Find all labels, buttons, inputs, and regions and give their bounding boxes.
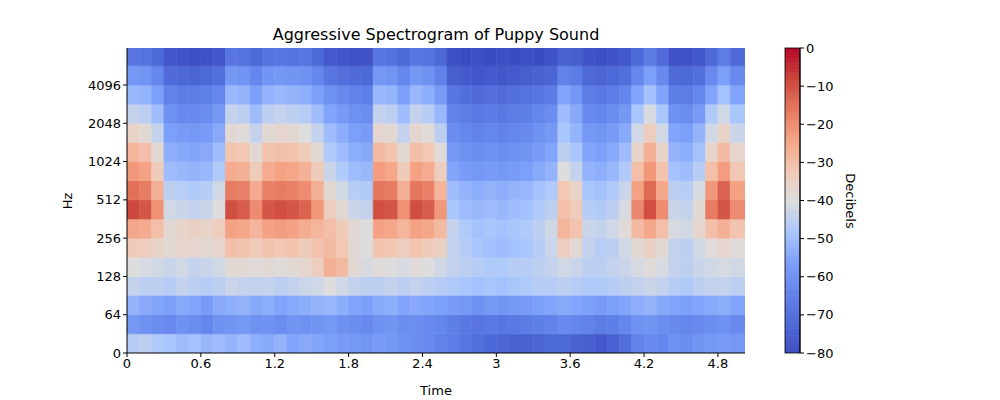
svg-text:−40: −40 (806, 193, 833, 208)
svg-text:3: 3 (492, 356, 500, 371)
svg-text:2.4: 2.4 (412, 356, 433, 371)
svg-text:Aggressive Spectrogram of Pupp: Aggressive Spectrogram of Puppy Sound (273, 25, 600, 44)
svg-text:512: 512 (96, 192, 121, 207)
svg-text:−20: −20 (806, 117, 833, 132)
svg-text:2048: 2048 (88, 116, 121, 131)
svg-text:0.6: 0.6 (191, 356, 212, 371)
svg-text:4096: 4096 (88, 78, 121, 93)
svg-text:−30: −30 (806, 155, 833, 170)
svg-text:−50: −50 (806, 231, 833, 246)
svg-text:−10: −10 (806, 79, 833, 94)
svg-text:1.2: 1.2 (264, 356, 285, 371)
svg-text:−60: −60 (806, 269, 833, 284)
svg-text:0: 0 (123, 356, 131, 371)
svg-text:Decibels: Decibels (843, 173, 858, 229)
svg-text:Hz: Hz (60, 193, 75, 210)
svg-text:3.6: 3.6 (560, 356, 581, 371)
svg-text:−70: −70 (806, 307, 833, 322)
svg-text:4.2: 4.2 (634, 356, 655, 371)
svg-text:−80: −80 (806, 346, 833, 361)
svg-text:64: 64 (104, 307, 121, 322)
svg-text:Time: Time (419, 383, 452, 398)
svg-text:256: 256 (96, 231, 121, 246)
svg-text:0: 0 (113, 346, 121, 361)
svg-text:1.8: 1.8 (338, 356, 359, 371)
svg-text:0: 0 (806, 41, 814, 56)
svg-text:1024: 1024 (88, 154, 121, 169)
svg-text:4.8: 4.8 (708, 356, 729, 371)
svg-text:128: 128 (96, 269, 121, 284)
